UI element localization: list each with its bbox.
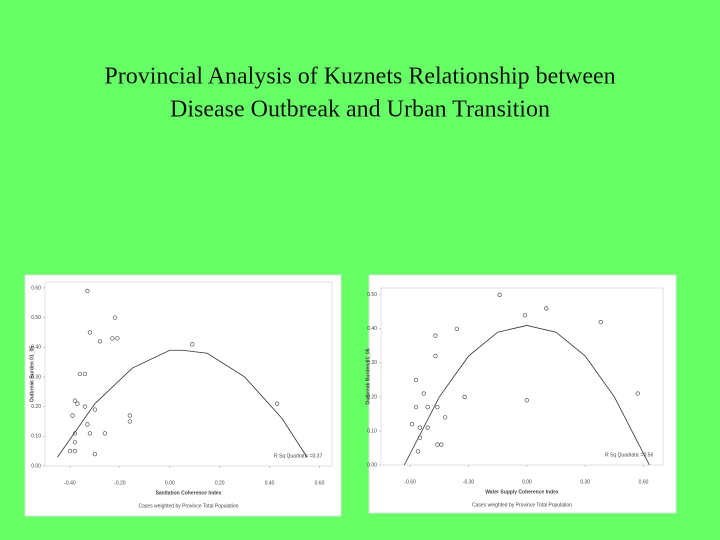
x-tick-label: 0.40 xyxy=(265,480,275,486)
data-point xyxy=(85,288,90,294)
y-tick-label: 0.20 xyxy=(31,404,41,410)
data-point xyxy=(443,415,448,420)
x-tick-label: 0.60 xyxy=(315,480,325,486)
y-tick-label: 0.50 xyxy=(31,315,41,321)
data-point xyxy=(72,431,78,436)
x-tick-label: -0.30 xyxy=(463,479,475,485)
y-tick-label: 0.00 xyxy=(31,463,41,469)
data-point xyxy=(522,313,528,318)
data-point xyxy=(462,394,467,400)
y-tick-label: 0.10 xyxy=(367,428,377,434)
y-tick-label: 0.60 xyxy=(31,285,41,291)
y-tick-label: 0.00 xyxy=(367,462,377,468)
y-tick-label: 0.40 xyxy=(31,345,41,351)
data-point xyxy=(433,353,438,359)
data-point xyxy=(190,342,195,347)
x-tick-label: 0.30 xyxy=(580,479,590,485)
data-point xyxy=(417,435,423,440)
data-point xyxy=(110,336,115,341)
x-tick-label: 0.00 xyxy=(165,480,175,486)
annotation: R Sq Quadratic =0.56 xyxy=(605,452,653,458)
data-point xyxy=(115,336,120,341)
data-point xyxy=(409,422,415,427)
data-point xyxy=(439,442,444,447)
data-point xyxy=(127,419,133,424)
data-point xyxy=(497,292,502,297)
footnote: Cases weighted by Province Total Populat… xyxy=(139,503,239,509)
y-axis-title: Outbreak Burden 01_05 xyxy=(29,346,35,402)
data-point xyxy=(102,431,108,436)
data-point xyxy=(524,398,530,403)
y-tick-label: 0.50 xyxy=(367,292,377,298)
data-point xyxy=(92,407,98,412)
x-axis-title: Sanitation Coherence Index xyxy=(156,490,222,496)
data-point xyxy=(70,413,75,418)
y-tick-label: 0.40 xyxy=(367,326,377,332)
data-point xyxy=(92,451,98,457)
y-axis-title: Outbreak Burden 01_05 xyxy=(365,348,371,404)
data-point xyxy=(85,422,90,427)
slide-title: Provincial Analysis of Kuznets Relations… xyxy=(104,64,615,90)
x-axis-title: Water Supply Coherence Index xyxy=(485,489,559,495)
data-point xyxy=(635,391,640,396)
data-point xyxy=(454,326,459,331)
data-point xyxy=(421,391,426,396)
data-point xyxy=(77,371,83,377)
x-tick-label: 0.00 xyxy=(522,479,532,485)
data-point xyxy=(72,398,78,403)
x-tick-label: 0.20 xyxy=(215,480,225,486)
x-tick-label: 0.60 xyxy=(639,479,649,485)
x-tick-label: -0.60 xyxy=(404,479,416,485)
data-point xyxy=(87,330,93,335)
data-point xyxy=(72,440,78,445)
data-point xyxy=(82,404,88,409)
data-point xyxy=(598,319,603,325)
annotation: R Sq Quadratic =0.37 xyxy=(274,453,322,459)
x-tick-label: -0.20 xyxy=(114,480,126,486)
y-tick-label: 0.10 xyxy=(31,434,41,440)
slide-title: Disease Outbreak and Urban Transition xyxy=(170,97,550,123)
x-tick-label: -0.40 xyxy=(64,480,76,486)
data-point xyxy=(413,404,419,410)
data-point xyxy=(417,425,423,430)
chart-panel xyxy=(24,274,342,517)
plot-area xyxy=(44,281,333,467)
data-point xyxy=(425,404,430,410)
data-point xyxy=(415,449,421,454)
footnote: Cases weighted by Province Total Populat… xyxy=(472,502,572,508)
data-point xyxy=(544,306,549,311)
data-point xyxy=(87,431,93,436)
data-point xyxy=(433,333,438,338)
y-tick-label: 0.20 xyxy=(367,394,377,400)
data-point xyxy=(435,404,440,410)
plot-area xyxy=(380,287,664,466)
data-point xyxy=(67,449,73,454)
chart-panel xyxy=(368,274,677,514)
data-point xyxy=(127,413,133,418)
data-point xyxy=(425,425,430,430)
data-point xyxy=(72,449,78,454)
data-point xyxy=(112,315,118,320)
fit-curve xyxy=(57,349,308,458)
data-point xyxy=(274,401,280,406)
data-point xyxy=(82,371,88,377)
data-point xyxy=(97,339,103,344)
y-tick-label: 0.30 xyxy=(31,374,41,380)
data-point xyxy=(413,377,419,383)
y-tick-label: 0.30 xyxy=(367,360,377,366)
data-point xyxy=(75,401,80,406)
fit-curve xyxy=(403,325,650,466)
